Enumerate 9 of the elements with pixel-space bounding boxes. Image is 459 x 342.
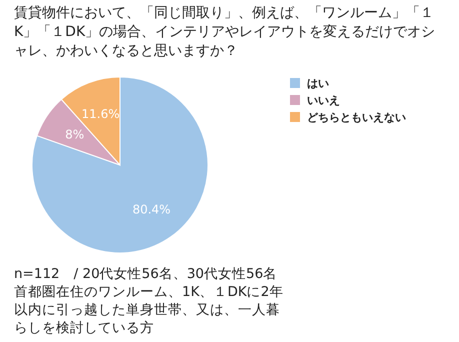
legend-label: はい: [307, 77, 329, 90]
data-label: 80.4%: [132, 202, 171, 217]
data-label: 11.6%: [81, 107, 120, 122]
text: n=112 / 20代女性56名、30代女性56名: [14, 265, 278, 283]
legend-label: いいえ: [307, 94, 340, 107]
chart-title: 賃貸物件において、「同じ間取り」、例えば、「ワンルーム」「１K」「１DK」の場合、インテリアやレイアウトを変えるだけでオシャレ、かわいくなると思いますか？: [14, 4, 436, 61]
text: 首都圏在住のワンルーム、1K、１DKに2年以内に引っ越した単身世帯、又は、一人暮らしを検討している方: [14, 283, 284, 337]
data-label: 8%: [65, 128, 84, 142]
legend-label: どちらともいえない: [307, 111, 406, 124]
